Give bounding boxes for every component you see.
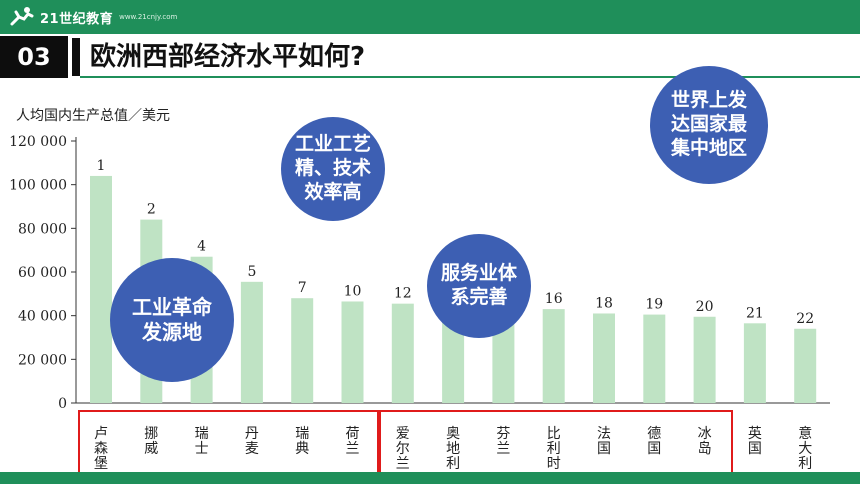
y-tick-label: 120 000	[9, 134, 67, 150]
y-tick-label: 20 000	[18, 352, 67, 368]
bar-rank-label: 12	[394, 286, 412, 302]
bottom-banner	[0, 472, 860, 484]
category-label: 芬	[496, 426, 510, 442]
category-label: 堡	[94, 456, 108, 472]
bar	[291, 298, 314, 403]
bar-rank-label: 21	[746, 305, 764, 321]
bar-rank-label: 16	[545, 291, 563, 307]
category-label: 威	[144, 441, 158, 457]
category-label: 兰	[396, 456, 410, 472]
bar	[743, 323, 766, 403]
category-label: 奥	[446, 425, 460, 442]
category-label: 意	[798, 425, 812, 442]
category-label: 冰	[698, 426, 712, 442]
category-label: 英	[748, 425, 762, 442]
bar-rank-label: 18	[595, 295, 613, 311]
category-label: 时	[547, 456, 561, 472]
bar-rank-label: 10	[344, 283, 362, 299]
bar-rank-label: 1	[97, 158, 106, 174]
section-number: 03	[0, 36, 68, 78]
category-label: 地	[446, 441, 460, 457]
category-label: 荷	[346, 426, 360, 442]
category-label: 挪	[144, 426, 158, 442]
category-label: 国	[647, 441, 661, 457]
logo: 21世纪教育 www.21cnjy.com	[8, 4, 177, 30]
bar	[643, 314, 666, 403]
category-label: 国	[597, 441, 611, 457]
page-title: 欧洲西部经济水平如何?	[90, 42, 366, 72]
category-label: 岛	[698, 441, 712, 457]
category-label: 丹	[245, 426, 259, 442]
category-label: 兰	[496, 441, 510, 457]
bar	[593, 313, 615, 403]
bubble-revolution: 工业革命 发源地	[110, 258, 234, 382]
category-label: 兰	[346, 441, 360, 457]
bar	[240, 281, 263, 403]
highlight-box-left	[78, 410, 379, 474]
category-label: 卢	[94, 426, 108, 442]
title-underline	[80, 76, 860, 78]
category-label: 利	[798, 456, 812, 472]
y-tick-label: 40 000	[18, 309, 67, 325]
y-tick-label: 60 000	[18, 265, 67, 281]
y-tick-label: 80 000	[18, 221, 67, 237]
bar-rank-label: 19	[645, 297, 663, 313]
category-label: 森	[94, 441, 108, 457]
y-tick-label: 0	[58, 396, 67, 412]
category-label: 法	[597, 426, 611, 442]
category-label: 利	[547, 441, 561, 457]
bar	[693, 316, 716, 403]
category-label: 尔	[396, 441, 410, 457]
bar	[341, 301, 364, 403]
logo-text: 21世纪教育	[40, 11, 114, 27]
category-label: 瑞	[295, 426, 309, 442]
category-label: 爱	[396, 426, 410, 442]
bar-rank-label: 22	[796, 311, 814, 327]
bar	[542, 309, 565, 403]
bar	[391, 303, 414, 403]
title-row: 03 欧洲西部经济水平如何?	[0, 36, 860, 78]
y-axis-label: 人均国内生产总值／美元	[16, 108, 170, 124]
category-label: 德	[647, 426, 661, 442]
bar	[794, 328, 817, 403]
category-label: 瑞	[195, 426, 209, 442]
category-label: 典	[295, 441, 309, 457]
bubble-craft: 工业工艺 精、技术 效率高	[281, 117, 385, 221]
logo-url: www.21cnjy.com	[119, 13, 178, 21]
category-label: 利	[446, 456, 460, 472]
bar-rank-label: 5	[247, 264, 256, 280]
category-label: 士	[195, 441, 209, 457]
bar-rank-label: 4	[197, 239, 206, 255]
highlight-box-right	[379, 410, 733, 474]
runner-logo-icon	[10, 7, 34, 26]
category-label: 国	[748, 441, 762, 457]
category-label: 大	[798, 441, 812, 457]
category-label: 麦	[245, 441, 259, 457]
category-label: 比	[547, 426, 561, 442]
bar	[90, 175, 112, 403]
bar-rank-label: 7	[298, 280, 307, 296]
top-banner: 21世纪教育 www.21cnjy.com	[0, 0, 860, 34]
bubble-service: 服务业体 系完善	[427, 234, 531, 338]
bar-rank-label: 2	[147, 202, 156, 218]
bar-rank-label: 20	[696, 299, 714, 315]
title-separator	[72, 38, 80, 76]
bubble-developed: 世界上发 达国家最 集中地区	[650, 66, 768, 184]
y-tick-label: 100 000	[9, 178, 67, 194]
